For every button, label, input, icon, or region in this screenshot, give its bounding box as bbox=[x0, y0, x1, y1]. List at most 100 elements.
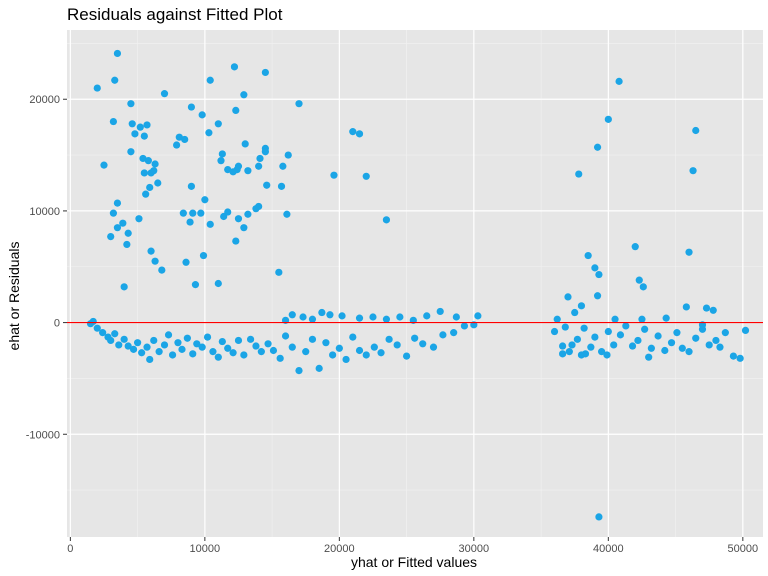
data-point bbox=[288, 343, 296, 351]
data-point bbox=[255, 162, 263, 170]
data-point bbox=[151, 257, 159, 265]
data-point bbox=[206, 76, 214, 84]
x-tick-label: 50000 bbox=[728, 543, 759, 555]
data-point bbox=[201, 196, 209, 204]
data-point bbox=[561, 323, 569, 331]
data-point bbox=[140, 169, 148, 177]
data-point bbox=[255, 202, 263, 211]
data-point bbox=[662, 314, 670, 322]
data-point bbox=[232, 237, 240, 245]
data-point bbox=[355, 130, 364, 138]
data-point bbox=[568, 341, 576, 349]
data-point bbox=[362, 172, 370, 180]
data-point bbox=[689, 167, 697, 175]
data-point bbox=[631, 243, 639, 251]
data-point bbox=[113, 224, 122, 232]
data-point bbox=[474, 312, 482, 320]
x-tick-label: 0 bbox=[67, 543, 73, 555]
data-point bbox=[318, 308, 326, 317]
data-point bbox=[127, 148, 135, 156]
data-point bbox=[120, 335, 128, 343]
data-point bbox=[450, 329, 458, 337]
data-point bbox=[183, 334, 191, 342]
y-tick-label: 10000 bbox=[29, 206, 60, 218]
data-point bbox=[198, 111, 206, 119]
data-point bbox=[587, 343, 595, 351]
data-point bbox=[224, 344, 232, 352]
data-point bbox=[234, 162, 243, 170]
data-point bbox=[136, 123, 144, 131]
data-point bbox=[229, 349, 237, 357]
data-point bbox=[302, 348, 310, 356]
data-point bbox=[559, 350, 567, 358]
data-point bbox=[553, 315, 561, 323]
data-point bbox=[615, 77, 623, 85]
data-point bbox=[124, 342, 132, 350]
data-point bbox=[128, 120, 136, 128]
data-point bbox=[591, 333, 599, 341]
data-point bbox=[593, 292, 602, 300]
data-point bbox=[139, 154, 147, 163]
data-point bbox=[120, 283, 128, 291]
data-point bbox=[393, 341, 401, 349]
data-point bbox=[218, 337, 226, 346]
data-point bbox=[93, 324, 101, 332]
data-point bbox=[638, 315, 646, 323]
data-point bbox=[559, 342, 567, 350]
data-point bbox=[146, 183, 154, 192]
data-point bbox=[179, 209, 187, 217]
data-point bbox=[154, 179, 162, 187]
data-point bbox=[411, 334, 419, 342]
data-point bbox=[423, 312, 431, 320]
x-tick-label: 30000 bbox=[459, 543, 490, 555]
data-point bbox=[263, 181, 271, 189]
data-point bbox=[550, 327, 559, 336]
data-point bbox=[240, 91, 248, 99]
data-point bbox=[616, 331, 625, 339]
data-point bbox=[349, 128, 357, 136]
minor-grid bbox=[67, 30, 763, 537]
data-point bbox=[564, 293, 572, 301]
x-tick-label: 20000 bbox=[324, 543, 355, 555]
data-point bbox=[308, 315, 317, 323]
data-point bbox=[349, 333, 357, 341]
data-point bbox=[628, 342, 637, 350]
data-point bbox=[181, 135, 189, 144]
data-point bbox=[377, 349, 385, 357]
data-point bbox=[240, 351, 248, 359]
data-point bbox=[261, 68, 269, 77]
data-point bbox=[111, 330, 119, 338]
data-point bbox=[705, 341, 713, 349]
data-point bbox=[107, 232, 115, 241]
data-point bbox=[283, 210, 291, 218]
data-point bbox=[338, 312, 346, 320]
data-point bbox=[244, 167, 252, 175]
data-point bbox=[436, 307, 444, 316]
data-point bbox=[355, 346, 364, 355]
data-point bbox=[140, 132, 148, 140]
data-point bbox=[595, 270, 603, 279]
data-point bbox=[203, 333, 212, 341]
data-point bbox=[295, 100, 303, 108]
data-point bbox=[115, 341, 123, 349]
data-point bbox=[580, 324, 588, 332]
data-point bbox=[565, 348, 573, 356]
data-point bbox=[593, 143, 602, 151]
data-point bbox=[729, 352, 738, 360]
data-point bbox=[315, 364, 323, 372]
data-point bbox=[241, 140, 249, 148]
data-point bbox=[186, 218, 194, 226]
data-point bbox=[150, 167, 158, 175]
data-point bbox=[595, 513, 603, 521]
data-point bbox=[279, 162, 287, 170]
data-point bbox=[647, 344, 655, 352]
data-point bbox=[244, 210, 252, 218]
data-point bbox=[151, 160, 159, 168]
data-point bbox=[419, 340, 427, 348]
x-tick-label: 10000 bbox=[190, 543, 221, 555]
data-point bbox=[326, 311, 334, 319]
data-point bbox=[252, 342, 260, 350]
data-point bbox=[645, 353, 653, 361]
data-point bbox=[591, 264, 599, 272]
data-point bbox=[111, 76, 119, 84]
